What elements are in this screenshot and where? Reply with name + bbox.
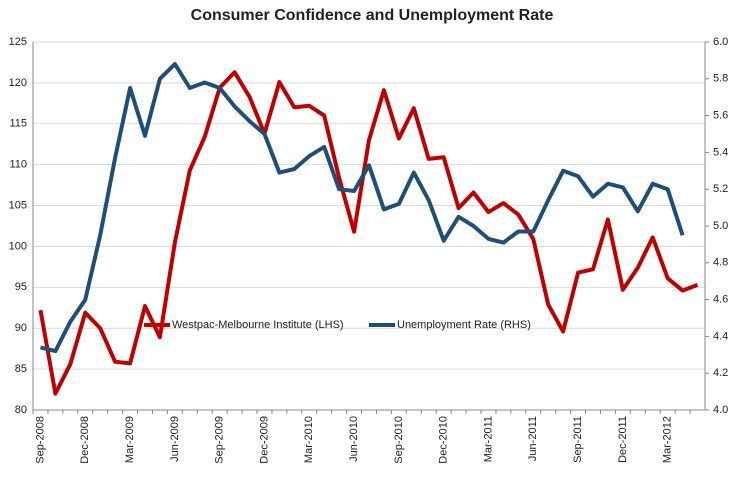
y-tick-label: 95 — [15, 281, 27, 293]
x-tick-label: Sep-2011 — [572, 416, 584, 463]
y-tick-label: 110 — [9, 159, 27, 171]
y-tick-label: 120 — [9, 77, 27, 89]
chart-title: Consumer Confidence and Unemployment Rat… — [191, 7, 554, 24]
y2-tick-label: 6.0 — [713, 36, 728, 48]
y2-tick-label: 4.2 — [713, 367, 728, 379]
y-tick-label: 100 — [9, 240, 27, 252]
y2-tick-label: 5.4 — [713, 146, 728, 158]
y-tick-label: 90 — [15, 322, 27, 334]
x-tick-label: Mar-2009 — [124, 416, 136, 463]
series-line — [40, 62, 685, 354]
x-tick-label: Jun-2009 — [169, 416, 181, 462]
x-tick-label: Jun-2010 — [348, 416, 360, 462]
y2-tick-label: 5.8 — [713, 73, 728, 85]
legend-label: Unemployment Rate (RHS) — [397, 319, 531, 331]
y-tick-label: 80 — [15, 404, 27, 416]
legend-label: Westpac-Melbourne Institute (LHS) — [172, 319, 344, 331]
y2-tick-label: 4.8 — [713, 257, 728, 269]
y2-tick-label: 4.4 — [713, 330, 728, 342]
y-tick-label: 85 — [15, 363, 27, 375]
x-tick-label: Jun-2011 — [527, 416, 539, 461]
x-tick-label: Dec-2011 — [617, 416, 629, 463]
x-tick-label: Dec-2009 — [258, 416, 270, 464]
x-tick-label: Mar-2010 — [303, 416, 315, 463]
x-tick-label: Sep-2008 — [34, 416, 46, 464]
x-tick-label: Sep-2010 — [393, 416, 405, 464]
y-tick-label: 115 — [9, 118, 27, 130]
x-tick-label: Dec-2008 — [79, 416, 91, 464]
y2-tick-label: 4.0 — [713, 404, 728, 416]
y2-tick-label: 5.0 — [713, 220, 728, 232]
y2-tick-label: 4.6 — [713, 294, 728, 306]
y-tick-label: 125 — [9, 36, 27, 48]
x-tick-label: Mar-2012 — [662, 416, 674, 463]
x-tick-label: Sep-2009 — [214, 416, 226, 464]
x-tick-label: Mar-2011 — [482, 416, 494, 462]
y2-tick-label: 5.2 — [713, 183, 728, 195]
y-tick-label: 105 — [9, 199, 27, 211]
x-tick-label: Dec-2010 — [438, 416, 450, 464]
series-line — [38, 70, 699, 396]
y2-tick-label: 5.6 — [713, 110, 728, 122]
